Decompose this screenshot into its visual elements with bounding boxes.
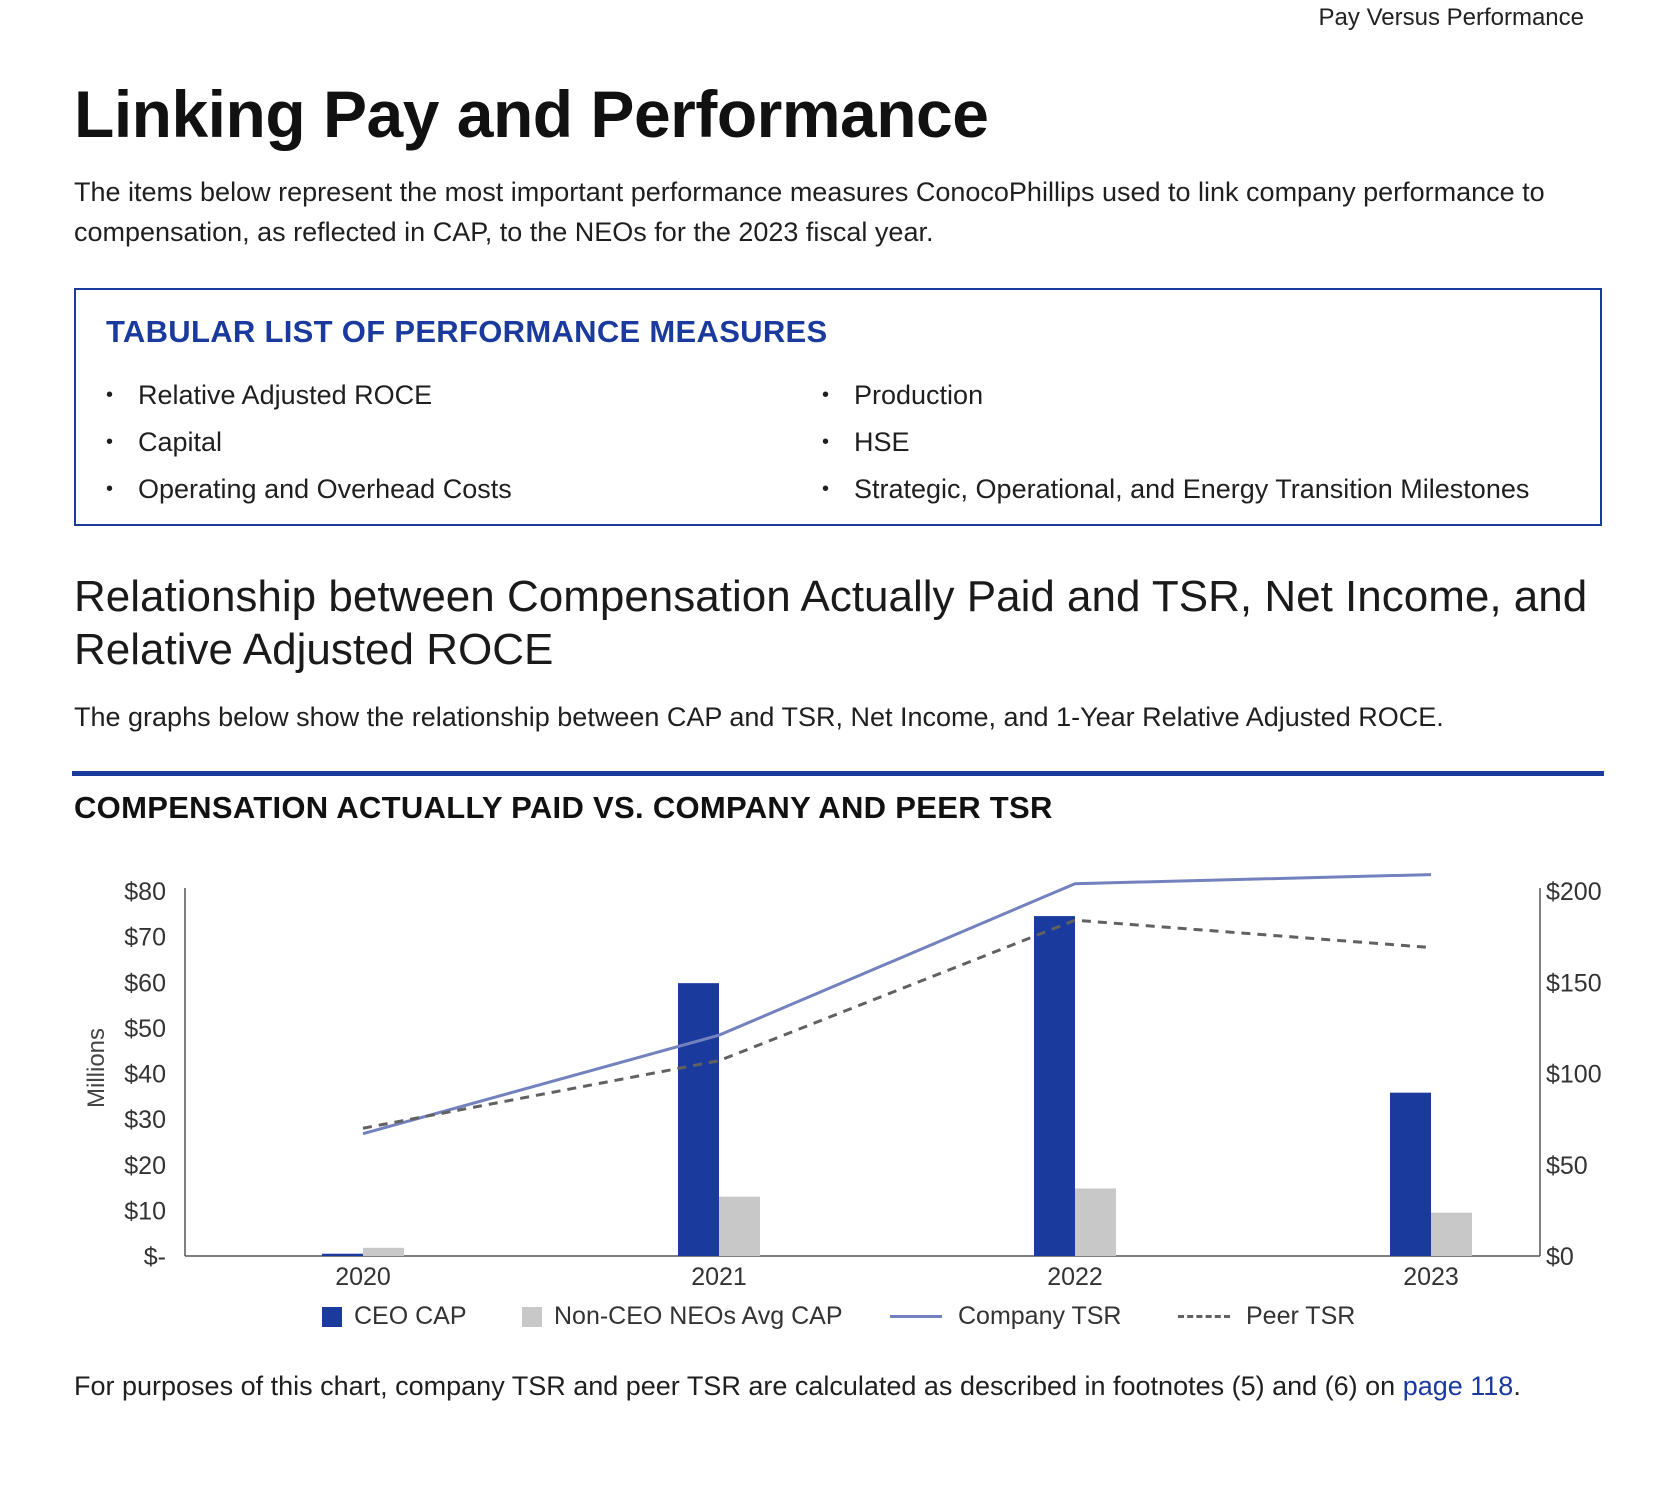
list-item: Capital [106,419,512,466]
performance-measures-box: TABULAR LIST OF PERFORMANCE MEASURES Rel… [74,288,1602,526]
y-tick-label: $50 [124,1015,166,1043]
measures-list-right: Production HSE Strategic, Operational, a… [822,372,1529,513]
bar-neo-avg-cap [363,1247,404,1256]
legend-label: Company TSR [958,1302,1122,1330]
section-divider [72,771,1604,776]
x-tick-label: 2023 [1403,1263,1459,1291]
y2-tick-label: $50 [1546,1152,1588,1180]
legend-label: CEO CAP [354,1302,467,1330]
legend-swatch-company-tsr [890,1315,942,1318]
bar-ceo-cap [1390,1092,1431,1256]
footnote: For purposes of this chart, company TSR … [74,1371,1521,1402]
list-item: Operating and Overhead Costs [106,466,512,513]
y-axis-label: Millions [83,1028,110,1108]
intro-paragraph: The items below represent the most impor… [74,177,1545,247]
y-tick-label: $10 [124,1197,166,1225]
y-tick-label: $40 [124,1061,166,1089]
list-item: Production [822,372,1529,419]
measures-heading: TABULAR LIST OF PERFORMANCE MEASURES [106,314,828,349]
footnote-end: . [1513,1371,1521,1401]
chart-title: COMPENSATION ACTUALLY PAID VS. COMPANY A… [74,790,1053,825]
bar-neo-avg-cap [719,1196,760,1256]
legend-item-company-tsr: Company TSR [890,1302,1122,1331]
legend-item-peer-tsr: Peer TSR [1178,1302,1355,1331]
legend-label: Peer TSR [1246,1302,1356,1330]
page-link[interactable]: page 118 [1402,1371,1514,1401]
list-item: Strategic, Operational, and Energy Trans… [822,466,1529,513]
legend-swatch-neo-cap [522,1306,542,1327]
line-peer-tsr [362,918,1432,1130]
bar-ceo-cap [678,983,719,1256]
legend-item-neo-cap: Non-CEO NEOs Avg CAP [522,1302,843,1331]
y-tick-label: $20 [124,1152,166,1180]
section-title: Relationship between Compensation Actual… [74,572,1588,674]
list-item: Relative Adjusted ROCE [106,372,512,419]
y-tick-label: $30 [124,1106,166,1134]
line-company-tsr [362,873,1432,1136]
running-head: Pay Versus Performance [1318,4,1584,31]
bar-neo-avg-cap [1075,1188,1116,1256]
y2-tick-label: $200 [1546,878,1602,906]
legend-label: Non-CEO NEOs Avg CAP [554,1302,843,1330]
bar-ceo-cap [1034,916,1075,1256]
legend-swatch-peer-tsr [1178,1315,1230,1318]
y-tick-label: $60 [124,969,166,997]
footnote-text: For purposes of this chart, company TSR … [74,1371,1403,1401]
measures-list-left: Relative Adjusted ROCE Capital Operating… [106,372,512,513]
y2-tick-label: $0 [1546,1243,1574,1271]
y-tick-label: $70 [124,924,166,952]
list-item: HSE [822,419,1529,466]
x-tick-label: 2021 [691,1263,747,1291]
bar-ceo-cap [322,1253,363,1256]
page-title: Linking Pay and Performance [74,77,989,151]
cap-vs-tsr-chart: $- $10 $20 $30 $40 $50 $60 $70 $80 $0 $50 $100 $150 $… [83,873,1602,1291]
bar-neo-avg-cap [1431,1212,1472,1256]
y2-tick-label: $150 [1546,969,1602,997]
x-tick-label: 2022 [1047,1263,1103,1291]
x-tick-label: 2020 [335,1263,391,1291]
section-text: The graphs below show the relationship b… [74,702,1444,732]
legend-swatch-ceo-cap [322,1306,342,1327]
y-tick-label: $- [144,1243,166,1271]
legend-item-ceo-cap: CEO CAP [322,1302,467,1331]
y-tick-label: $80 [124,878,166,906]
y2-tick-label: $100 [1546,1061,1602,1089]
